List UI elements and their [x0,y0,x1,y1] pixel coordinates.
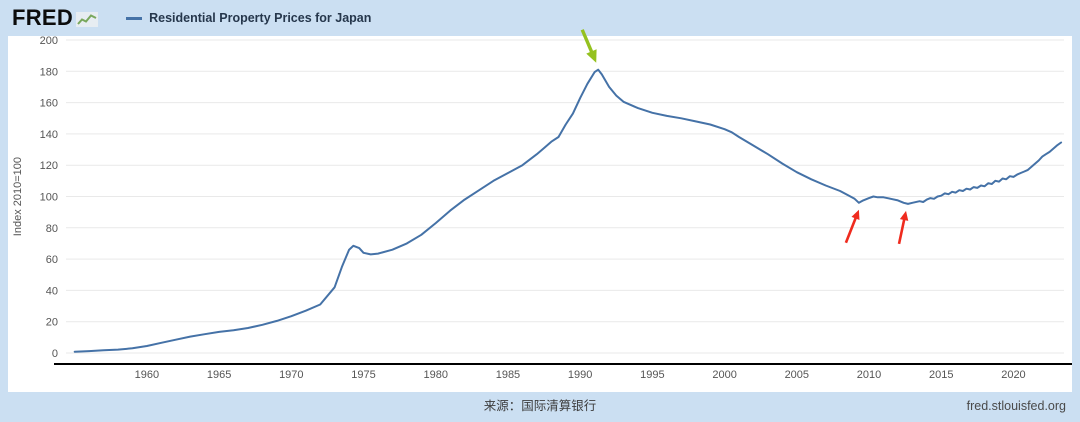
y-axis-title-text: Index 2010=100 [12,156,24,237]
y-tick-label: 80 [46,223,58,235]
y-tick-label: 180 [40,66,58,78]
x-tick-label: 2010 [857,369,881,381]
y-tick-label: 60 [46,254,58,266]
x-tick-label: 2020 [1001,369,1025,381]
chart-footer: 来源：国际清算银行 fred.stlouisfed.org [0,392,1080,422]
y-tick-label: 140 [40,129,58,141]
x-tick-label: 1970 [279,369,303,381]
y-tick-label: 20 [46,317,58,329]
x-tick-label: 1975 [351,369,375,381]
x-tick-label: 2015 [929,369,953,381]
x-tick-label: 1980 [423,369,447,381]
x-tick-label: 1995 [640,369,664,381]
source-note: 来源：国际清算银行 [483,399,597,413]
y-tick-label: 100 [40,192,58,204]
y-tick-label: 40 [46,285,58,297]
fred-logo[interactable]: FRED [12,5,99,31]
x-tick-label: 2005 [785,369,809,381]
y-tick-label: 160 [40,98,58,110]
trough-arrow-2-head [899,210,909,221]
trough-arrow-1 [844,214,859,244]
trough-arrow-2 [897,216,907,245]
x-tick-label: 1990 [568,369,592,381]
peak-arrow-head [586,49,597,63]
legend-line-swatch [126,16,143,20]
fred-logo-sparkline-icon [76,11,99,27]
x-tick-label: 1965 [207,369,231,381]
fred-logo-text: FRED [12,5,74,30]
price-line [73,68,1063,353]
chart-svg: 0 20 40 60 80 100 120 140 160 180 200 1960 1965 1970 1… [40,29,1072,381]
chart-header: FRED Residential Property Prices for Jap… [0,0,1080,36]
y-tick-label: 200 [40,35,58,47]
legend-series-label[interactable]: Residential Property Prices for Japan [149,11,372,25]
y-tick-label: 120 [40,160,58,172]
y-axis-title: Index 2010=100 [10,40,26,353]
site-link[interactable]: fred.stlouisfed.org [966,399,1066,413]
series-legend: Residential Property Prices for Japan [126,11,371,25]
y-tick-label: 0 [52,348,58,360]
x-tick-label: 1985 [496,369,520,381]
x-tick-label: 1960 [135,369,159,381]
trough-arrow-1-head [851,209,860,221]
x-tick-label: 2000 [712,369,736,381]
plot-panel: 0 20 40 60 80 100 120 140 160 180 200 1960 1965 1970 1… [8,29,1072,392]
